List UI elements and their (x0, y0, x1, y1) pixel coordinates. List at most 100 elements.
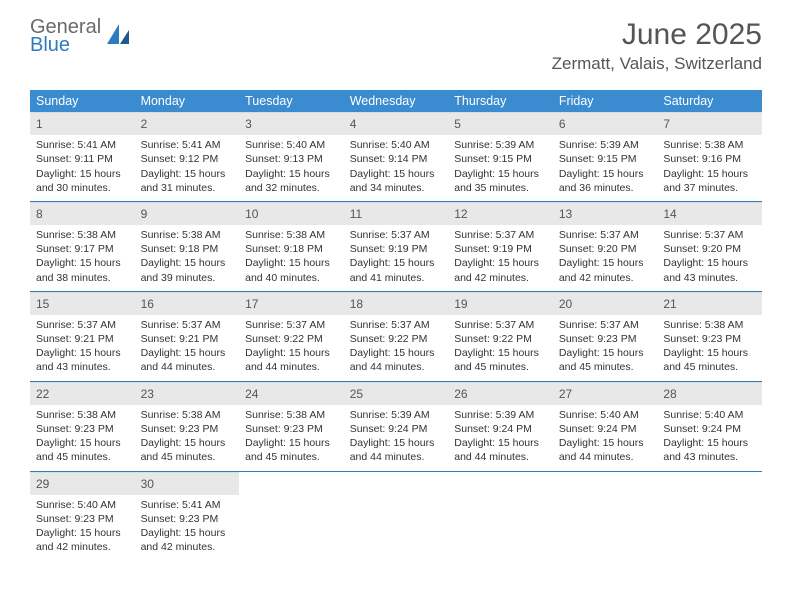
page-title: June 2025 (552, 18, 762, 52)
sunrise-line: Sunrise: 5:40 AM (663, 408, 756, 422)
daylight-line: Daylight: 15 hours and 38 minutes. (36, 256, 129, 284)
sunset-line: Sunset: 9:23 PM (663, 332, 756, 346)
day-number: 2 (135, 112, 240, 135)
sunset-line: Sunset: 9:23 PM (36, 512, 129, 526)
sunrise-line: Sunrise: 5:38 AM (245, 408, 338, 422)
calendar-cell (553, 471, 658, 560)
day-number: 24 (239, 382, 344, 405)
calendar-cell: 1Sunrise: 5:41 AMSunset: 9:11 PMDaylight… (30, 112, 135, 201)
calendar-header-row: SundayMondayTuesdayWednesdayThursdayFrid… (30, 90, 762, 112)
sunset-line: Sunset: 9:23 PM (559, 332, 652, 346)
sunrise-line: Sunrise: 5:38 AM (245, 228, 338, 242)
day-body: Sunrise: 5:40 AMSunset: 9:24 PMDaylight:… (553, 405, 658, 471)
day-body: Sunrise: 5:37 AMSunset: 9:22 PMDaylight:… (344, 315, 449, 381)
sunset-line: Sunset: 9:22 PM (245, 332, 338, 346)
day-body: Sunrise: 5:41 AMSunset: 9:11 PMDaylight:… (30, 135, 135, 201)
sunrise-line: Sunrise: 5:37 AM (454, 318, 547, 332)
day-number: 23 (135, 382, 240, 405)
day-body: Sunrise: 5:38 AMSunset: 9:23 PMDaylight:… (657, 315, 762, 381)
logo-word-2: Blue (30, 34, 70, 56)
daylight-line: Daylight: 15 hours and 44 minutes. (350, 436, 443, 464)
day-number: 16 (135, 292, 240, 315)
calendar-row: 8Sunrise: 5:38 AMSunset: 9:17 PMDaylight… (30, 201, 762, 291)
sunset-line: Sunset: 9:12 PM (141, 152, 234, 166)
logo-sail-icon (105, 22, 133, 51)
day-body: Sunrise: 5:38 AMSunset: 9:23 PMDaylight:… (239, 405, 344, 471)
day-body: Sunrise: 5:38 AMSunset: 9:17 PMDaylight:… (30, 225, 135, 291)
daylight-line: Daylight: 15 hours and 44 minutes. (559, 436, 652, 464)
day-number: 5 (448, 112, 553, 135)
calendar-cell: 16Sunrise: 5:37 AMSunset: 9:21 PMDayligh… (135, 291, 240, 381)
calendar-cell: 18Sunrise: 5:37 AMSunset: 9:22 PMDayligh… (344, 291, 449, 381)
daylight-line: Daylight: 15 hours and 41 minutes. (350, 256, 443, 284)
calendar-cell: 15Sunrise: 5:37 AMSunset: 9:21 PMDayligh… (30, 291, 135, 381)
calendar-cell: 22Sunrise: 5:38 AMSunset: 9:23 PMDayligh… (30, 381, 135, 471)
day-number: 13 (553, 202, 658, 225)
daylight-line: Daylight: 15 hours and 44 minutes. (350, 346, 443, 374)
sunset-line: Sunset: 9:16 PM (663, 152, 756, 166)
sunset-line: Sunset: 9:13 PM (245, 152, 338, 166)
sunrise-line: Sunrise: 5:41 AM (141, 138, 234, 152)
sunrise-line: Sunrise: 5:37 AM (350, 318, 443, 332)
logo: General Blue (30, 18, 133, 54)
day-body: Sunrise: 5:37 AMSunset: 9:20 PMDaylight:… (657, 225, 762, 291)
calendar-cell: 2 Sunrise: 5:41 AMSunset: 9:12 PMDaylight… (135, 112, 240, 201)
day-number: 10 (239, 202, 344, 225)
day-body: Sunrise: 5:38 AMSunset: 9:18 PMDaylight:… (239, 225, 344, 291)
calendar-cell: 24Sunrise: 5:38 AMSunset: 9:23 PMDayligh… (239, 381, 344, 471)
calendar-cell: 6Sunrise: 5:39 AMSunset: 9:15 PMDaylight… (553, 112, 658, 201)
sunrise-line: Sunrise: 5:40 AM (559, 408, 652, 422)
day-body: Sunrise: 5:39 AMSunset: 9:15 PMDaylight:… (553, 135, 658, 201)
sunset-line: Sunset: 9:19 PM (350, 242, 443, 256)
day-number: 17 (239, 292, 344, 315)
sunset-line: Sunset: 9:18 PM (245, 242, 338, 256)
sunset-line: Sunset: 9:24 PM (454, 422, 547, 436)
calendar-cell: 25Sunrise: 5:39 AMSunset: 9:24 PMDayligh… (344, 381, 449, 471)
daylight-line: Daylight: 15 hours and 34 minutes. (350, 167, 443, 195)
sunrise-line: Sunrise: 5:39 AM (350, 408, 443, 422)
daylight-line: Daylight: 15 hours and 45 minutes. (454, 346, 547, 374)
day-number: 21 (657, 292, 762, 315)
day-header: Tuesday (239, 90, 344, 112)
daylight-line: Daylight: 15 hours and 45 minutes. (559, 346, 652, 374)
daylight-line: Daylight: 15 hours and 31 minutes. (141, 167, 234, 195)
sunset-line: Sunset: 9:24 PM (559, 422, 652, 436)
day-header: Saturday (657, 90, 762, 112)
daylight-line: Daylight: 15 hours and 37 minutes. (663, 167, 756, 195)
sunrise-line: Sunrise: 5:38 AM (663, 318, 756, 332)
day-body: Sunrise: 5:40 AMSunset: 9:24 PMDaylight:… (657, 405, 762, 471)
sunset-line: Sunset: 9:23 PM (36, 422, 129, 436)
sunset-line: Sunset: 9:22 PM (350, 332, 443, 346)
sunrise-line: Sunrise: 5:39 AM (454, 408, 547, 422)
day-number: 29 (30, 472, 135, 495)
calendar-cell: 29Sunrise: 5:40 AMSunset: 9:23 PMDayligh… (30, 471, 135, 560)
day-body: Sunrise: 5:39 AMSunset: 9:24 PMDaylight:… (448, 405, 553, 471)
sunrise-line: Sunrise: 5:39 AM (454, 138, 547, 152)
calendar-cell: 12Sunrise: 5:37 AMSunset: 9:19 PMDayligh… (448, 201, 553, 291)
logo-text: General Blue (30, 18, 101, 54)
sunset-line: Sunset: 9:18 PM (141, 242, 234, 256)
day-header: Wednesday (344, 90, 449, 112)
sunset-line: Sunset: 9:11 PM (36, 152, 129, 166)
calendar-cell: 27Sunrise: 5:40 AMSunset: 9:24 PMDayligh… (553, 381, 658, 471)
day-body: Sunrise: 5:37 AMSunset: 9:23 PMDaylight:… (553, 315, 658, 381)
daylight-line: Daylight: 15 hours and 42 minutes. (559, 256, 652, 284)
sunrise-line: Sunrise: 5:37 AM (245, 318, 338, 332)
calendar-cell: 14Sunrise: 5:37 AMSunset: 9:20 PMDayligh… (657, 201, 762, 291)
calendar-cell: 11Sunrise: 5:37 AMSunset: 9:19 PMDayligh… (344, 201, 449, 291)
sunset-line: Sunset: 9:24 PM (663, 422, 756, 436)
daylight-line: Daylight: 15 hours and 36 minutes. (559, 167, 652, 195)
sunset-line: Sunset: 9:14 PM (350, 152, 443, 166)
day-number: 8 (30, 202, 135, 225)
day-number: 19 (448, 292, 553, 315)
calendar-cell: 7Sunrise: 5:38 AMSunset: 9:16 PMDaylight… (657, 112, 762, 201)
day-number: 3 (239, 112, 344, 135)
day-number: 28 (657, 382, 762, 405)
sunset-line: Sunset: 9:23 PM (245, 422, 338, 436)
calendar-cell: 8Sunrise: 5:38 AMSunset: 9:17 PMDaylight… (30, 201, 135, 291)
day-body: Sunrise: 5:39 AMSunset: 9:15 PMDaylight:… (448, 135, 553, 201)
day-body: Sunrise: 5:37 AMSunset: 9:21 PMDaylight:… (135, 315, 240, 381)
day-number: 11 (344, 202, 449, 225)
day-number: 26 (448, 382, 553, 405)
header: General Blue June 2025 Zermatt, Valais, … (0, 0, 792, 82)
